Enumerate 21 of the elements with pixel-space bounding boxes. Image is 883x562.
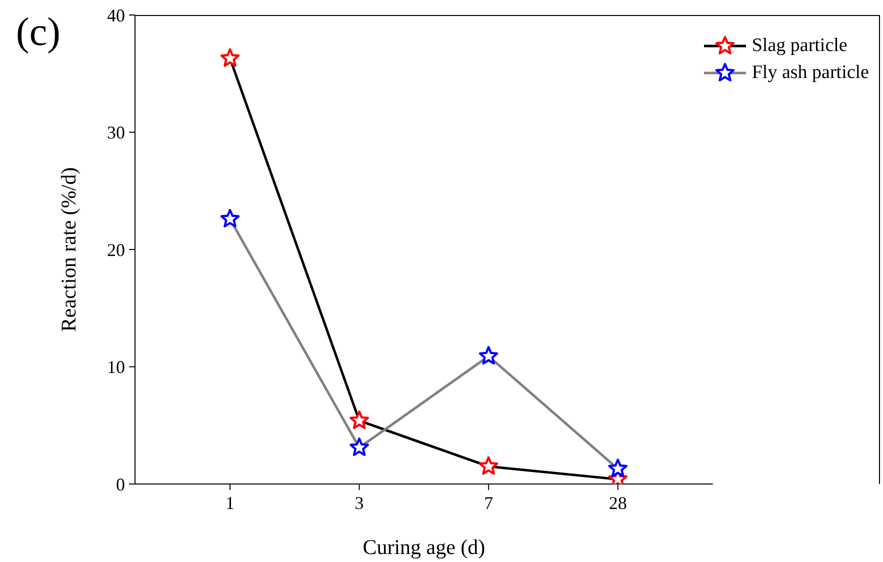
x-axis-title: Curing age (d) [362,535,486,559]
point [220,208,240,228]
y-tick-label: 30 [107,122,125,143]
x-tick-label: 28 [608,492,627,513]
point [608,458,628,478]
legend-label: Slag particle [752,34,848,58]
point [220,48,240,67]
y-tick-label: 40 [107,5,125,26]
y-axis-title: Reaction rate (%/d) [56,167,80,332]
x-tick-label: 1 [226,492,234,513]
y-tick-label: 0 [116,474,125,494]
x-tick-label: 3 [354,492,364,513]
x-tick-label: 7 [484,492,494,513]
text: (c) [16,8,60,55]
point [478,346,498,365]
point [350,438,369,456]
y-tick-label: 10 [107,357,125,378]
legend-label: Fly ash particle [752,61,869,85]
point [478,456,498,475]
y-tick-label: 20 [107,240,125,260]
point [350,410,369,430]
